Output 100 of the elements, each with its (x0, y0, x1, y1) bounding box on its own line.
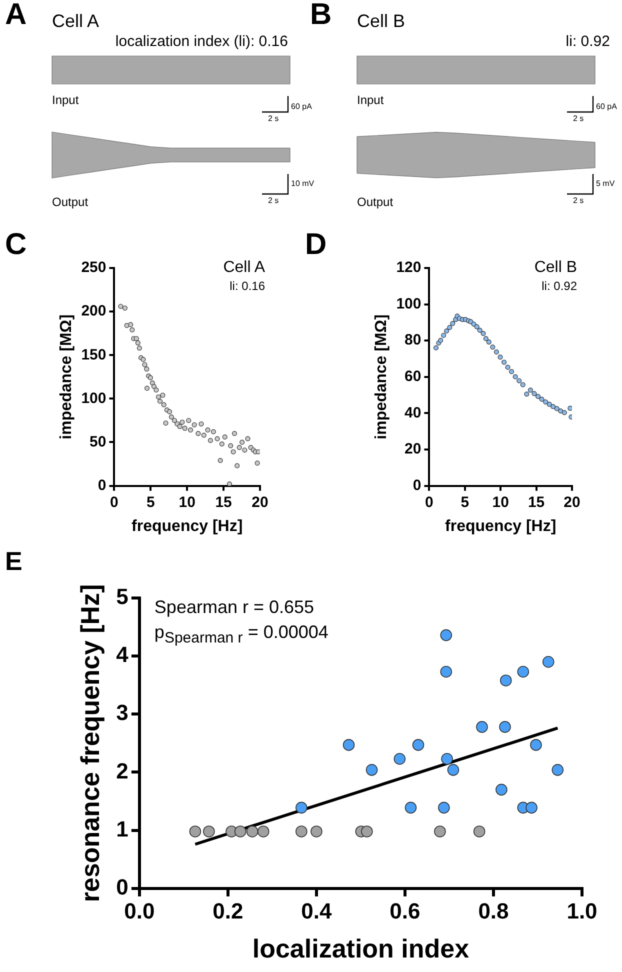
point (512, 374, 518, 380)
point (186, 418, 192, 423)
point (189, 826, 202, 838)
point (296, 826, 308, 838)
text: B (310, 0, 332, 31)
point (160, 392, 166, 398)
point (526, 802, 538, 814)
point (177, 424, 182, 430)
point (471, 322, 476, 327)
point (473, 826, 486, 838)
annotation: li: 0.92 (542, 279, 577, 293)
point (163, 420, 168, 426)
y-tick-label: 20 (404, 440, 422, 458)
point (144, 386, 150, 391)
point (558, 408, 564, 414)
x-tick-label: 0.4 (301, 898, 333, 924)
point (539, 396, 544, 402)
point (404, 802, 417, 814)
y-tick-label: 100 (396, 295, 422, 312)
point (490, 344, 496, 350)
point (476, 721, 488, 733)
point (441, 752, 453, 765)
text: 2 s (268, 196, 279, 205)
point (192, 422, 197, 428)
point (230, 449, 236, 454)
point (214, 436, 220, 442)
point (509, 369, 514, 374)
point (167, 409, 172, 414)
point (128, 322, 134, 328)
point (562, 410, 567, 416)
text: 10 mV (291, 179, 314, 188)
x-tick-label: 0.2 (212, 898, 244, 924)
point (477, 328, 482, 333)
text: E (5, 546, 22, 576)
point (168, 414, 174, 420)
point (130, 327, 135, 332)
point (516, 378, 522, 384)
y-tick-label: 250 (81, 259, 106, 276)
x-tick-label: 0 (425, 494, 434, 511)
text: Output (52, 195, 88, 209)
point (552, 764, 564, 776)
point (240, 440, 245, 445)
point (361, 826, 373, 838)
point (257, 826, 270, 838)
text: Cell A (52, 11, 100, 31)
point (498, 354, 503, 360)
annotation: Cell B (534, 259, 577, 276)
annotation: p$_{Spearman r}$ = 0.00004 (154, 622, 328, 647)
x-tick-label: 10 (178, 494, 196, 511)
x-tick-label: 0.8 (478, 898, 509, 924)
point (142, 362, 148, 368)
point (228, 443, 234, 448)
text: 60 pA (596, 102, 617, 111)
y-tick-label: 4 (116, 642, 130, 668)
point (154, 387, 159, 392)
y-tick-label: 100 (81, 390, 106, 407)
point (438, 802, 450, 814)
point (242, 448, 248, 453)
point (480, 331, 486, 336)
x-tick-label: 0.6 (390, 898, 420, 924)
point (234, 463, 240, 468)
point (310, 826, 322, 838)
point (226, 482, 232, 486)
text: Output (357, 195, 394, 209)
point (520, 382, 526, 388)
point (205, 428, 210, 433)
point (342, 739, 355, 751)
x-axis-title: frequency [Hz] (445, 518, 556, 535)
point (208, 438, 213, 443)
point (232, 431, 237, 436)
x-tick-label: 1.0 (566, 898, 598, 924)
point (144, 366, 150, 372)
text: Input (357, 93, 384, 107)
point (218, 458, 223, 464)
point (434, 826, 446, 838)
x-tick-label: 20 (252, 494, 268, 511)
point (412, 739, 424, 751)
text: 2 s (573, 114, 584, 123)
text: A (5, 0, 27, 31)
x-tick-label: 15 (528, 494, 545, 511)
point (135, 340, 140, 346)
annotation: li: 0.16 (230, 279, 265, 293)
point (440, 629, 452, 642)
x-tick-label: 5 (146, 494, 155, 511)
point (440, 666, 452, 678)
text: localization index (li): 0.16 (115, 33, 288, 50)
point (494, 350, 499, 355)
point (134, 336, 139, 342)
x-axis-title: frequency [Hz] (132, 518, 243, 535)
y-tick-label: 120 (396, 259, 422, 276)
y-tick-label: 40 (404, 404, 422, 422)
point (219, 441, 224, 446)
x-tick-label: 15 (215, 494, 232, 511)
point (496, 784, 508, 796)
point (528, 388, 533, 393)
point (172, 418, 178, 423)
point (203, 826, 215, 838)
point (158, 398, 162, 404)
point (483, 336, 488, 342)
point (550, 404, 556, 410)
